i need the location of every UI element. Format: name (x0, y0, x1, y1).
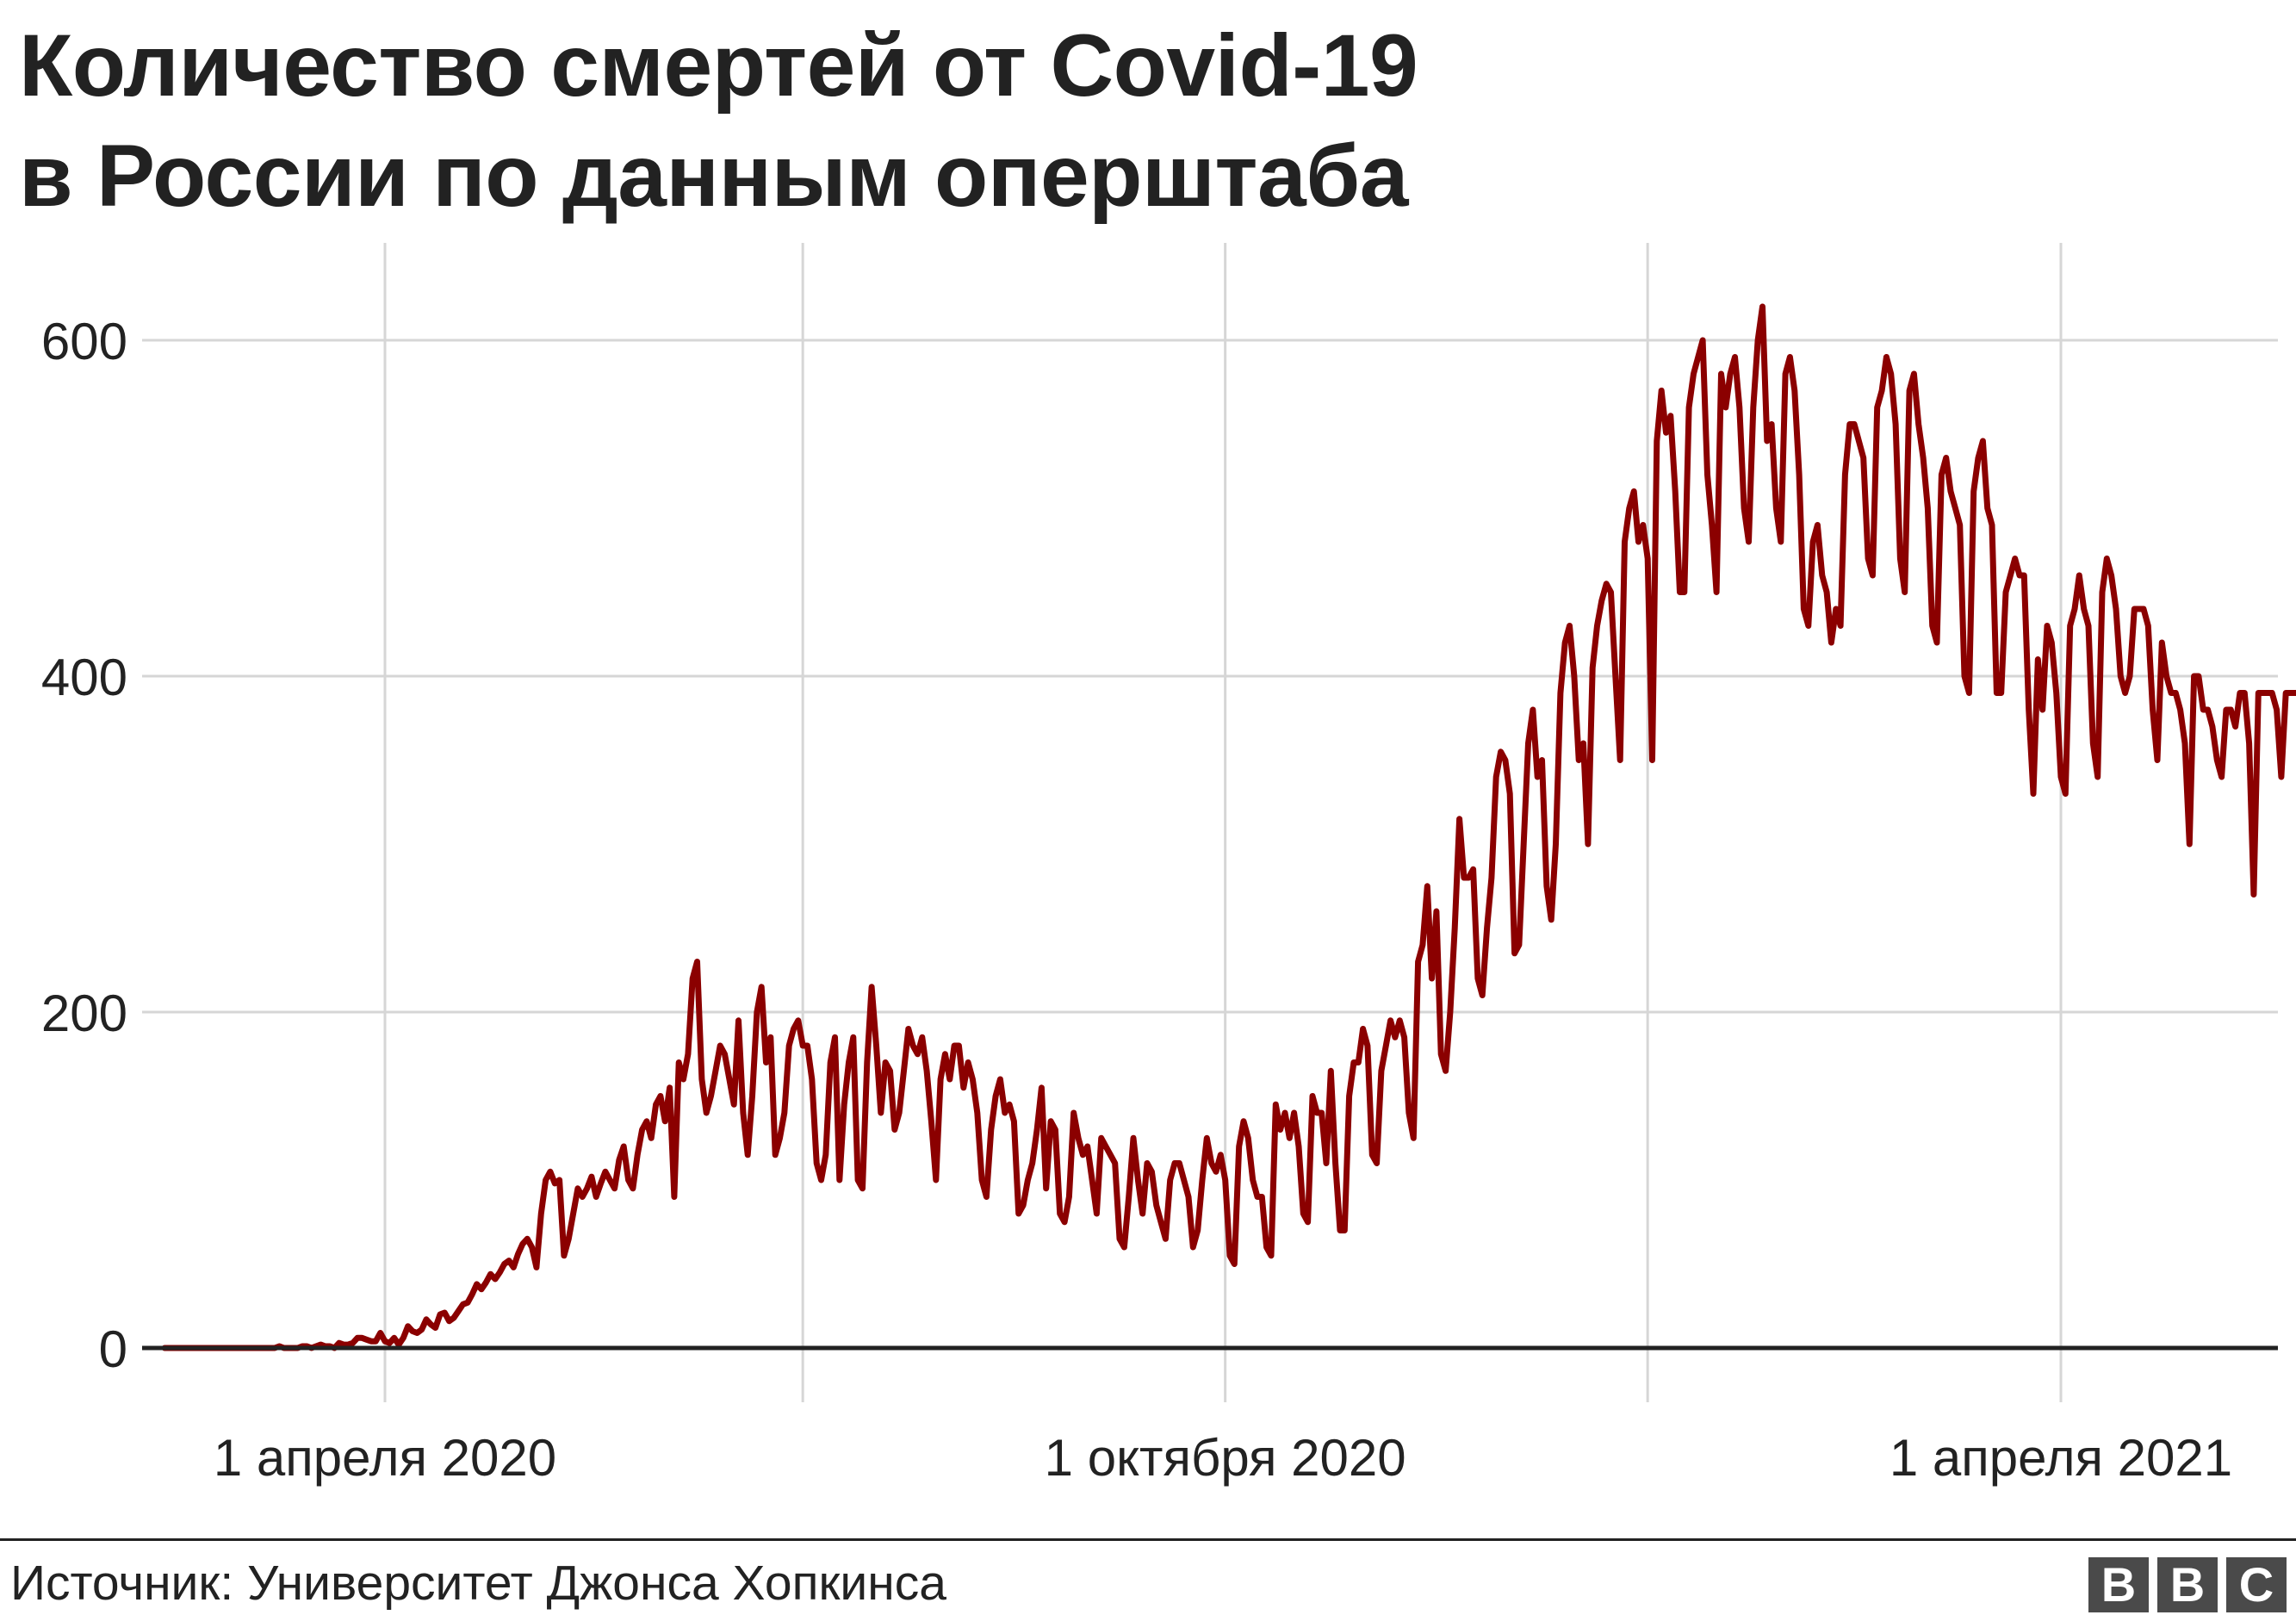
chart-title: Количество смертей от Covid-19 в России … (19, 10, 1418, 231)
chart-title-line-1: Количество смертей от Covid-19 (19, 16, 1418, 115)
bbc-logo: B B C (2088, 1557, 2287, 1612)
y-tick-label: 400 (41, 649, 127, 706)
y-tick-label: 200 (41, 985, 127, 1042)
bbc-logo-letter: B (2088, 1557, 2149, 1612)
y-tick-label: 600 (41, 313, 127, 370)
x-tick-label: 1 октября 2020 (1045, 1429, 1406, 1487)
y-axis-tick-labels: 0 200 400 600 (41, 313, 127, 1378)
y-gridlines (142, 339, 2278, 1014)
y-tick-label: 0 (99, 1320, 127, 1378)
bbc-logo-letter: C (2226, 1557, 2287, 1612)
x-axis-tick-labels: 1 апреля 2020 1 октября 2020 1 апреля 2021 (214, 1429, 2232, 1487)
deaths-series-line (161, 303, 2296, 1351)
x-gridlines (383, 243, 2063, 1402)
bbc-logo-letter: B (2157, 1557, 2218, 1612)
source-note: Источник: Университет Джонса Хопкинса (10, 1556, 946, 1611)
x-tick-label: 1 апреля 2020 (214, 1429, 556, 1487)
footer-divider (0, 1538, 2296, 1541)
chart-title-line-2: в России по данным оперштаба (19, 127, 1408, 225)
x-tick-label: 1 апреля 2021 (1890, 1429, 2232, 1487)
